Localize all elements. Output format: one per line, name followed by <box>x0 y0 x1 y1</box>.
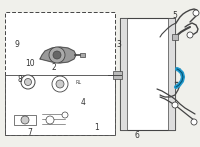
Bar <box>168 18 175 130</box>
Text: 8: 8 <box>18 75 22 84</box>
Circle shape <box>53 51 61 59</box>
Text: 3: 3 <box>117 40 121 49</box>
Circle shape <box>24 78 32 86</box>
Circle shape <box>46 116 54 124</box>
Bar <box>80 53 85 57</box>
Text: 10: 10 <box>25 59 35 68</box>
Circle shape <box>21 75 35 89</box>
Text: 6: 6 <box>135 131 139 141</box>
Text: RL: RL <box>75 81 81 86</box>
Text: 4: 4 <box>81 98 85 107</box>
Circle shape <box>191 119 197 125</box>
Polygon shape <box>40 47 76 63</box>
Circle shape <box>193 10 199 16</box>
Text: 5: 5 <box>173 11 177 20</box>
Circle shape <box>56 80 64 88</box>
Circle shape <box>187 32 193 38</box>
Bar <box>5 75 115 135</box>
Bar <box>120 18 127 130</box>
Text: 7: 7 <box>28 128 32 137</box>
Bar <box>113 71 122 79</box>
Circle shape <box>49 47 65 63</box>
Bar <box>14 115 36 125</box>
Text: 9: 9 <box>15 40 19 49</box>
Bar <box>5 12 115 135</box>
Bar <box>172 34 178 40</box>
Circle shape <box>62 112 68 118</box>
Bar <box>120 18 175 130</box>
Text: 2: 2 <box>52 63 56 72</box>
Circle shape <box>172 102 178 108</box>
Text: 1: 1 <box>95 123 99 132</box>
Circle shape <box>52 76 68 92</box>
Circle shape <box>21 116 29 124</box>
